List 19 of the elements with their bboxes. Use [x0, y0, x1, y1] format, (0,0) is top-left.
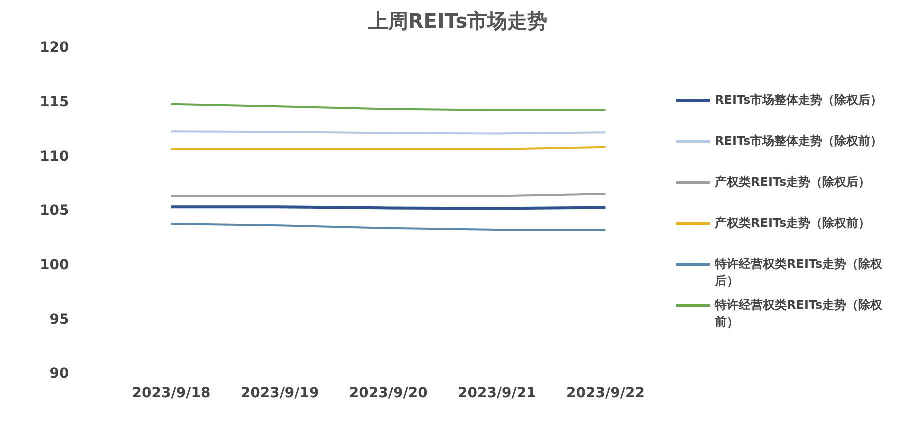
x-tick-label: 2023/9/21 [458, 386, 536, 402]
y-tick-label: 115 [40, 94, 70, 110]
legend-label: 特许经营权类REITs走势（除权前） [715, 297, 884, 331]
y-tick-label: 120 [40, 40, 70, 56]
y-tick-label: 110 [40, 148, 70, 165]
legend-label: 特许经营权类REITs走势（除权后） [715, 256, 884, 290]
legend-label: REITs市场整体走势（除权前） [715, 133, 883, 150]
y-tick-label: 90 [50, 366, 70, 382]
legend-label: REITs市场整体走势（除权后） [715, 92, 883, 109]
legend-label: 产权类REITs走势（除权前） [715, 215, 871, 232]
x-tick-label: 2023/9/19 [240, 386, 320, 402]
x-tick-label: 2023/9/22 [566, 386, 645, 402]
x-tick-label: 2023/9/20 [349, 386, 428, 402]
y-tick-label: 100 [40, 258, 70, 274]
legend-label: 产权类REITs走势（除权后） [715, 174, 871, 191]
y-tick-label: 95 [50, 312, 70, 328]
x-tick-label: 2023/9/18 [132, 386, 211, 402]
chart-title: 上周REITs市场走势 [367, 8, 549, 35]
y-tick-label: 105 [40, 203, 70, 220]
